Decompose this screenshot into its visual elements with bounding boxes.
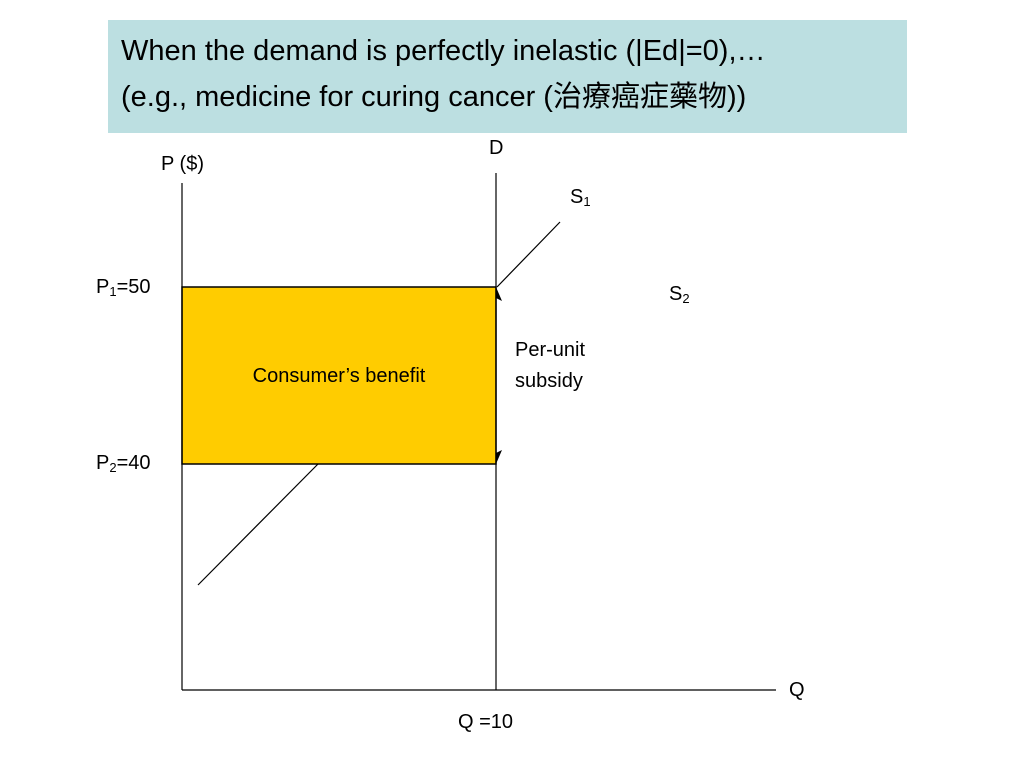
subsidy-annotation-line-2: subsidy bbox=[515, 370, 583, 392]
title-line-2: (e.g., medicine for curing cancer (治療癌症藥… bbox=[121, 81, 747, 113]
subsidy-arrow-down bbox=[496, 450, 502, 464]
price-p2-label: P2=40 bbox=[96, 452, 151, 475]
supply-curve-s1-upper bbox=[496, 221, 561, 288]
consumer-benefit-label: Consumer’s benefit bbox=[252, 365, 426, 387]
subsidy-annotation-line-1: Per-unit bbox=[515, 339, 586, 361]
supply-curve-s1-lower bbox=[197, 463, 319, 586]
y-axis-label: P ($) bbox=[161, 153, 204, 175]
supply-s1-label: S1 bbox=[570, 186, 591, 209]
price-p1-label: P1=50 bbox=[96, 276, 151, 299]
x-axis-label: Q bbox=[789, 679, 805, 701]
quantity-label: Q =10 bbox=[458, 711, 514, 733]
subsidy-annotation: Per-unit subsidy bbox=[515, 335, 585, 397]
demand-label: D bbox=[489, 137, 504, 159]
subsidy-arrow-up bbox=[496, 287, 502, 301]
title-line-1: When the demand is perfectly inelastic (… bbox=[121, 35, 766, 67]
title-box: When the demand is perfectly inelastic (… bbox=[108, 20, 907, 133]
supply-s2-label: S2 bbox=[669, 283, 690, 306]
